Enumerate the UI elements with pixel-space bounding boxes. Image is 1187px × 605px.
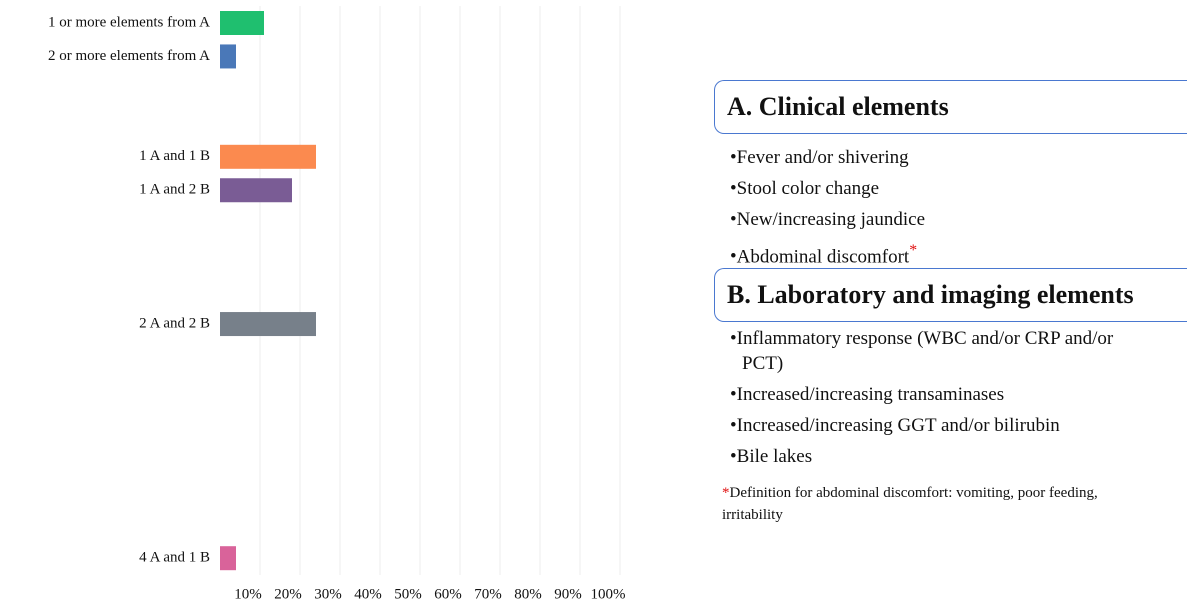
x-tick-label: 100% (591, 586, 626, 602)
item-list: Fever and/or shivering Stool color chang… (730, 145, 1150, 275)
y-tick-label: 4 A and 1 B (139, 550, 210, 566)
x-tick-label: 60% (434, 586, 462, 602)
bar (220, 144, 316, 169)
list-item: Stool color change (730, 176, 1150, 201)
y-tick-label: 2 A and 2 B (139, 315, 210, 331)
bar (220, 11, 264, 35)
bar (220, 312, 316, 337)
marker: * (722, 485, 730, 501)
list-item: Fever and/or shivering (730, 145, 1150, 170)
x-tick-label: 50% (394, 586, 422, 602)
x-tick-label: 10% (234, 586, 262, 602)
list-item: Bile lakes (730, 444, 1150, 469)
x-tick-label: 30% (314, 586, 342, 602)
list-item: Inflammatory response (WBC and/or CRP an… (730, 326, 1150, 376)
y-tick-label: 1 A and 1 B (139, 148, 210, 164)
x-tick-label: 70% (474, 586, 502, 602)
list-item: Increased/increasing transaminases (730, 382, 1150, 407)
marker: * (909, 242, 918, 259)
bar (220, 44, 236, 69)
section-heading: A. Clinical elements (714, 80, 1187, 134)
item-list: Inflammatory response (WBC and/or CRP an… (730, 326, 1150, 475)
footnote: *Definition for abdominal discomfort: vo… (722, 485, 1098, 523)
bar (220, 178, 292, 203)
chart: 10% 20% 30% 40% 50% 60% 70% 80% 90% 100% 1 or more… (48, 6, 626, 602)
x-tick-label: 40% (354, 586, 382, 602)
section-heading: B. Laboratory and imaging elements (714, 268, 1187, 322)
y-tick-label: 2 or more elements from A (48, 48, 210, 64)
x-tick-label: 80% (514, 586, 542, 602)
y-tick-label: 1 A and 2 B (139, 182, 210, 198)
list-item: Abdominal discomfort* (730, 238, 1150, 269)
list-item: New/increasing jaundice (730, 207, 1150, 232)
x-tick-label: 20% (274, 586, 302, 602)
list-item: Increased/increasing GGT and/or bilirubi… (730, 413, 1150, 438)
x-tick-label: 90% (554, 586, 582, 602)
y-tick-label: 1 or more elements from A (48, 14, 210, 30)
bar (220, 546, 236, 571)
